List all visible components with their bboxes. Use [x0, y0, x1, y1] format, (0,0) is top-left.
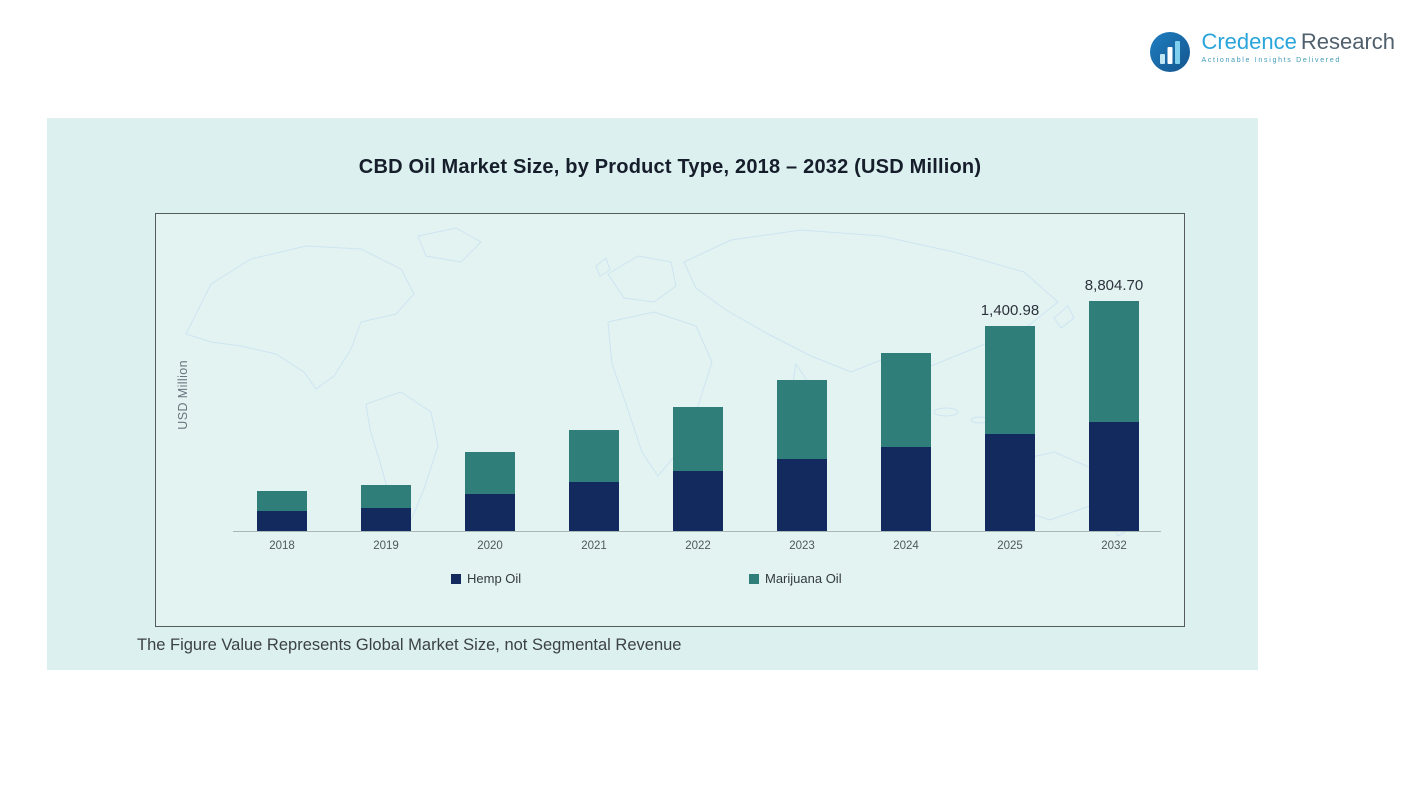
bar-group-2022: 2022	[673, 407, 723, 552]
bar-value-label-2025: 1,400.98	[980, 302, 1040, 319]
brand-logo: Credence Research Actionable Insights Del…	[1148, 29, 1395, 74]
brand-name: Credence Research	[1201, 29, 1395, 54]
bar-segment-hemp-oil	[673, 471, 723, 531]
bar-segment-marijuana-oil	[1089, 301, 1139, 422]
bar-segment-marijuana-oil	[985, 326, 1035, 434]
bar-group-2025: 1,400.98 2025	[981, 302, 1039, 552]
x-axis-line	[233, 531, 1161, 532]
bar-segment-marijuana-oil	[881, 353, 931, 447]
bar-segment-marijuana-oil	[777, 380, 827, 459]
legend-swatch-hemp-oil	[451, 573, 461, 584]
bar-group-2018: 2018	[257, 491, 307, 552]
bar-group-2021: 2021	[569, 430, 619, 552]
bar-segment-hemp-oil	[569, 482, 619, 531]
chart-panel: CBD Oil Market Size, by Product Type, 20…	[47, 118, 1258, 670]
brand-tagline: Actionable Insights Delivered	[1201, 57, 1342, 65]
bar-segment-marijuana-oil	[465, 452, 515, 494]
brand-name-credence: Credence	[1201, 29, 1297, 54]
legend-item-hemp-oil: Hemp Oil	[451, 571, 521, 586]
bar-group-2020: 2020	[465, 452, 515, 552]
legend-item-marijuana-oil: Marijuana Oil	[749, 571, 842, 586]
legend-label-hemp-oil: Hemp Oil	[467, 571, 522, 586]
legend-swatch-marijuana-oil	[749, 573, 759, 584]
bar-segment-marijuana-oil	[257, 491, 307, 511]
bar-segment-hemp-oil	[985, 434, 1035, 531]
bar-segment-hemp-oil	[361, 508, 411, 531]
bar-segment-marijuana-oil	[569, 430, 619, 482]
legend-label-marijuana-oil: Marijuana Oil	[765, 571, 842, 586]
bar-group-2024: 2024	[881, 353, 931, 552]
brand-text: Credence Research Actionable Insights Del…	[1201, 29, 1395, 65]
bar-segment-hemp-oil	[465, 494, 515, 531]
x-axis-tick-label-2032: 2032	[1101, 540, 1127, 552]
x-axis-tick-label-2019: 2019	[373, 540, 399, 552]
x-axis-tick-label-2022: 2022	[685, 540, 711, 552]
x-axis-tick-label-2018: 2018	[269, 540, 295, 552]
legend: Hemp Oil Marijuana Oil	[156, 571, 1186, 593]
x-axis-tick-label-2021: 2021	[581, 540, 607, 552]
bar-segment-marijuana-oil	[673, 407, 723, 471]
chart-plot-area: USD Million 2018 2019 2020 2021 2022 2023 2024…	[155, 213, 1185, 627]
bar-segment-hemp-oil	[777, 459, 827, 531]
bar-segment-hemp-oil	[881, 447, 931, 531]
bar-group-2023: 2023	[777, 380, 827, 552]
x-axis-tick-label-2025: 2025	[997, 540, 1023, 552]
bars-layer: 2018 2019 2020 2021 2022 2023 2024 1,400.98 2025…	[156, 214, 1186, 552]
x-axis-tick-label-2024: 2024	[893, 540, 919, 552]
bar-value-label-2032: 8,804.70	[1084, 277, 1144, 294]
x-axis-tick-label-2023: 2023	[789, 540, 815, 552]
logo-bar-chart-icon	[1150, 32, 1191, 72]
bar-group-2019: 2019	[361, 485, 411, 552]
chart-footnote: The Figure Value Represents Global Marke…	[137, 636, 682, 654]
bar-group-2032: 8,804.70 2032	[1085, 277, 1143, 552]
bar-segment-hemp-oil	[1089, 422, 1139, 531]
chart-title: CBD Oil Market Size, by Product Type, 20…	[358, 156, 982, 178]
brand-name-research: Research	[1300, 29, 1395, 54]
x-axis-tick-label-2020: 2020	[477, 540, 503, 552]
bar-segment-marijuana-oil	[361, 485, 411, 508]
bar-segment-hemp-oil	[257, 511, 307, 531]
